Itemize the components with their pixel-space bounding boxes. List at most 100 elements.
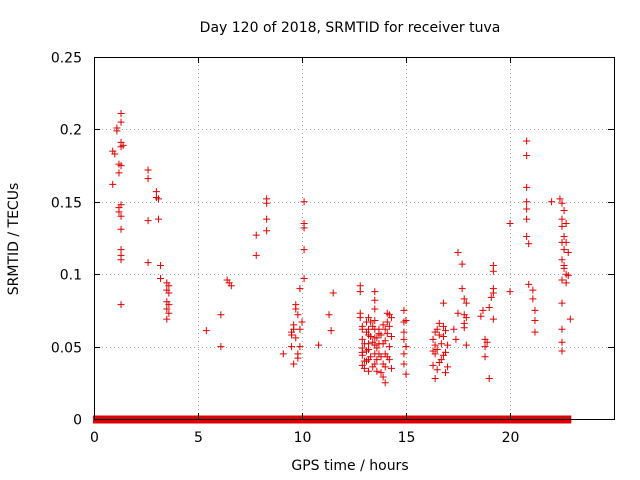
data-point-plus [117,162,125,170]
data-point-plus [481,353,489,361]
data-point-plus [566,315,574,323]
data-point-plus [454,309,462,317]
data-point-plus [558,222,566,230]
y-tick-label: 0.2 [60,123,82,139]
data-point-plus [435,331,443,339]
x-tick-label: 20 [502,430,520,446]
data-point-plus [371,317,379,325]
data-point-plus [144,175,152,183]
x-tick-label: 0 [90,430,99,446]
data-point-plus [157,262,165,270]
data-point-plus [117,118,125,126]
data-point-plus [154,195,162,203]
data-point-plus [300,275,308,283]
data-point-plus [117,201,125,209]
data-point-plus [117,225,125,233]
data-point-plus [400,360,408,368]
data-point-plus [442,348,450,356]
data-point-plus [564,272,572,280]
data-point-plus [529,295,537,303]
data-points [109,109,574,387]
data-point-plus [444,363,452,371]
data-point-plus [458,260,466,268]
data-point-plus [560,246,568,254]
data-point-plus [373,367,381,375]
data-point-plus [487,293,495,301]
data-point-plus [296,343,304,351]
data-point-plus [292,305,300,313]
data-point-plus [523,183,531,191]
data-point-plus [365,367,373,375]
data-point-plus [365,314,373,322]
data-point-plus [252,231,260,239]
data-point-plus [227,282,235,290]
data-point-plus [383,330,391,338]
data-point-plus [325,311,333,319]
data-point-plus [431,374,439,382]
data-point-plus [381,337,389,345]
data-point-plus [371,360,379,368]
data-point-plus [377,353,385,361]
x-tick-label: 15 [398,430,416,446]
data-point-plus [371,305,379,313]
data-point-plus [144,259,152,267]
y-tick-label: 0.25 [51,51,82,67]
data-point-plus [562,279,570,287]
data-point-plus [454,248,462,256]
data-point-plus [523,205,531,213]
data-point-plus [263,215,271,223]
data-point-plus [165,289,173,297]
data-point-plus [458,285,466,293]
data-point-plus [217,311,225,319]
data-point-plus [400,306,408,314]
data-point-plus [300,246,308,254]
data-point-plus [163,315,171,323]
data-point-plus [481,343,489,351]
data-point-plus [529,286,537,294]
data-point-plus [383,318,391,326]
data-point-plus [462,314,470,322]
data-point-plus [387,332,395,340]
data-point-plus [489,267,497,275]
data-point-plus [462,341,470,349]
y-tick-label: 0.05 [51,341,82,357]
data-point-plus [556,195,564,203]
data-point-plus [531,328,539,336]
data-point-plus [367,318,375,326]
data-point-plus [115,169,123,177]
data-point-plus [165,301,173,309]
data-point-plus [296,285,304,293]
data-point-plus [381,379,389,387]
data-point-plus [531,306,539,314]
data-point-plus [429,335,437,343]
data-point-plus [296,325,304,333]
data-point-plus [373,344,381,352]
data-point-plus [154,215,162,223]
data-point-plus [294,311,302,319]
data-point-plus [548,198,556,206]
data-point-plus [263,227,271,235]
data-point-plus [402,317,410,325]
data-point-plus [292,334,300,342]
data-point-plus [109,180,117,188]
data-point-plus [523,198,531,206]
data-point-plus [439,322,447,330]
data-point-plus [381,363,389,371]
data-point-plus [431,350,439,358]
data-point-plus [560,233,568,241]
data-point-plus [450,325,458,333]
data-point-plus [558,256,566,264]
data-point-plus [165,282,173,290]
grid-lines [94,57,614,419]
data-point-plus [329,289,337,297]
data-point-plus [119,141,127,149]
data-point-plus [506,288,514,296]
data-point-plus [452,335,460,343]
data-point-plus [202,327,210,335]
data-point-plus [365,345,373,353]
data-point-plus [429,361,437,369]
data-point-plus [288,343,296,351]
data-point-plus [523,233,531,241]
data-point-plus [400,335,408,343]
data-point-plus [558,347,566,355]
